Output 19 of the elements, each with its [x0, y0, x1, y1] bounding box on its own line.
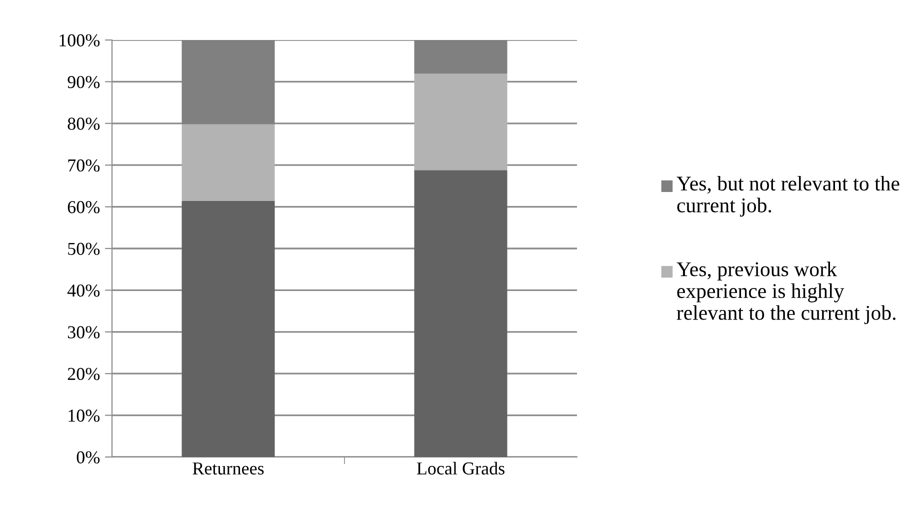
bar: [414, 74, 508, 170]
legend-label: Yes, previous work experience is highly relevant to the current job.: [676, 262, 896, 324]
y-tick-label: 100%: [60, 34, 100, 46]
x-tick-label: Returnees: [192, 462, 264, 475]
y-tick-label: 30%: [68, 326, 100, 338]
bar: [182, 124, 275, 201]
y-tick-label: 60%: [68, 201, 100, 214]
y-tick-label: 40%: [67, 284, 100, 297]
y-tick-label: 80%: [68, 118, 100, 130]
y-tick-label: 0%: [76, 451, 100, 464]
y-tick-label: 10%: [68, 410, 100, 422]
y-tick-label: 90%: [68, 76, 100, 88]
bar: [414, 170, 508, 457]
y-tick-label: 50%: [68, 242, 100, 255]
legend-label: Yes, but not relevant to the current job.: [676, 176, 900, 217]
y-tick-label: 20%: [68, 368, 100, 380]
bar: [182, 200, 275, 457]
y-tick-label: 70%: [68, 159, 100, 172]
x-tick-label: Local Grads: [416, 462, 504, 475]
